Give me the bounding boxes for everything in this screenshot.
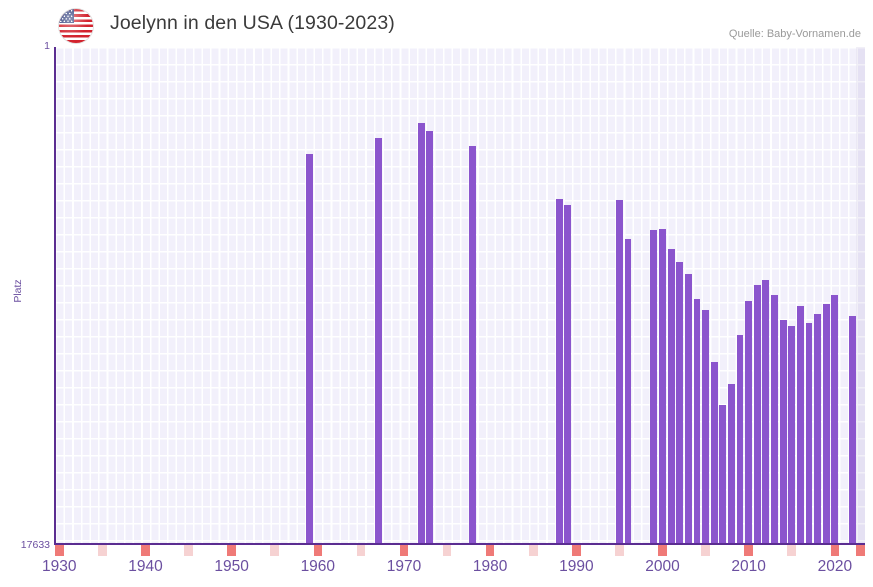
x-tick-1970 — [399, 545, 409, 556]
bar-2006[interactable] — [710, 361, 718, 544]
bar-2012[interactable] — [762, 279, 770, 544]
x-tick-2000 — [658, 545, 667, 556]
bar-2019[interactable] — [822, 303, 830, 544]
x-tick-1940 — [141, 545, 150, 556]
bar-2013[interactable] — [771, 295, 778, 544]
bar-2020[interactable] — [831, 295, 839, 544]
bar-2004[interactable] — [693, 298, 701, 544]
x-axis-label-1980: 1980 — [472, 558, 508, 575]
bar-2007[interactable] — [719, 404, 727, 544]
x-tick-2010 — [744, 545, 753, 556]
y-axis-top-tick-wrap: 1 — [0, 40, 50, 54]
x-tick-1965 — [356, 545, 366, 556]
x-tick-1975 — [442, 545, 452, 556]
bar-1996[interactable] — [624, 239, 632, 544]
bar-2000[interactable] — [659, 228, 666, 544]
x-tick-1955 — [270, 545, 280, 556]
bar-2003[interactable] — [684, 274, 692, 544]
bar-2022[interactable] — [848, 316, 856, 544]
plot-area — [55, 47, 865, 544]
x-axis-label-1950: 1950 — [214, 558, 249, 575]
bar-2014[interactable] — [779, 320, 787, 544]
x-tick-2015 — [787, 545, 797, 556]
x-tick-1960 — [313, 545, 323, 556]
bar-2015[interactable] — [788, 326, 796, 544]
bar-2010[interactable] — [745, 300, 753, 544]
x-axis-label-1960: 1960 — [300, 558, 336, 575]
chart-header: Joelynn in den USA (1930-2023) Quelle: B… — [0, 0, 873, 46]
y-axis-bottom-tick: 17633 — [20, 539, 50, 551]
bar-1989[interactable] — [564, 204, 572, 544]
x-tick-1945 — [184, 545, 193, 556]
bar-1988[interactable] — [555, 198, 563, 544]
x-axis-label-2020: 2020 — [817, 558, 853, 575]
x-tick-1935 — [98, 545, 107, 556]
bar-2005[interactable] — [702, 310, 710, 544]
bar-1973[interactable] — [426, 130, 434, 544]
bar-1995[interactable] — [615, 200, 623, 544]
page-title: Joelynn in den USA (1930-2023) — [110, 12, 395, 34]
x-tick-1995 — [615, 545, 624, 556]
x-tick-2020 — [830, 545, 840, 556]
x-tick-1980 — [485, 545, 495, 556]
x-axis-label-1930: 1930 — [42, 558, 77, 575]
y-axis-title: Platz — [12, 279, 24, 303]
x-axis-label-1940: 1940 — [128, 558, 163, 575]
incomplete-data-shade — [856, 47, 865, 544]
bar-2002[interactable] — [676, 261, 684, 544]
y-axis-bottom-tick-wrap: 17633 — [0, 537, 50, 551]
x-axis-ticks — [55, 545, 865, 559]
bar-2008[interactable] — [727, 383, 735, 544]
y-axis-line — [54, 47, 56, 545]
bar-2001[interactable] — [667, 248, 675, 544]
bar-1978[interactable] — [469, 145, 477, 544]
bar-series — [55, 47, 865, 544]
source-attribution: Quelle: Baby-Vornamen.de — [728, 28, 861, 40]
x-tick-1985 — [528, 545, 538, 556]
x-tick-end — [856, 545, 865, 556]
x-axis-label-1970: 1970 — [386, 558, 422, 575]
bar-1972[interactable] — [417, 123, 425, 544]
bar-2018[interactable] — [814, 314, 822, 544]
bar-2016[interactable] — [796, 306, 804, 544]
x-axis-line — [54, 543, 865, 545]
x-tick-1930 — [55, 545, 64, 556]
x-axis-label-2000: 2000 — [645, 558, 680, 575]
x-axis-labels: 1930 1940 1950 1960 1970 1980 1990 2000 2010 2020 — [0, 558, 873, 584]
x-tick-1950 — [227, 545, 236, 556]
x-axis-label-1990: 1990 — [559, 558, 594, 575]
us-flag-icon — [59, 9, 93, 43]
y-axis-top-tick: 1 — [44, 40, 50, 52]
bar-2017[interactable] — [805, 322, 813, 544]
bar-2011[interactable] — [753, 285, 761, 544]
x-tick-1990 — [572, 545, 581, 556]
x-axis-label-2010: 2010 — [731, 558, 766, 575]
bar-1967[interactable] — [374, 138, 382, 544]
bar-1959[interactable] — [305, 153, 313, 544]
bar-1999[interactable] — [650, 230, 658, 544]
x-tick-2005 — [701, 545, 710, 556]
bar-2009[interactable] — [736, 335, 744, 544]
